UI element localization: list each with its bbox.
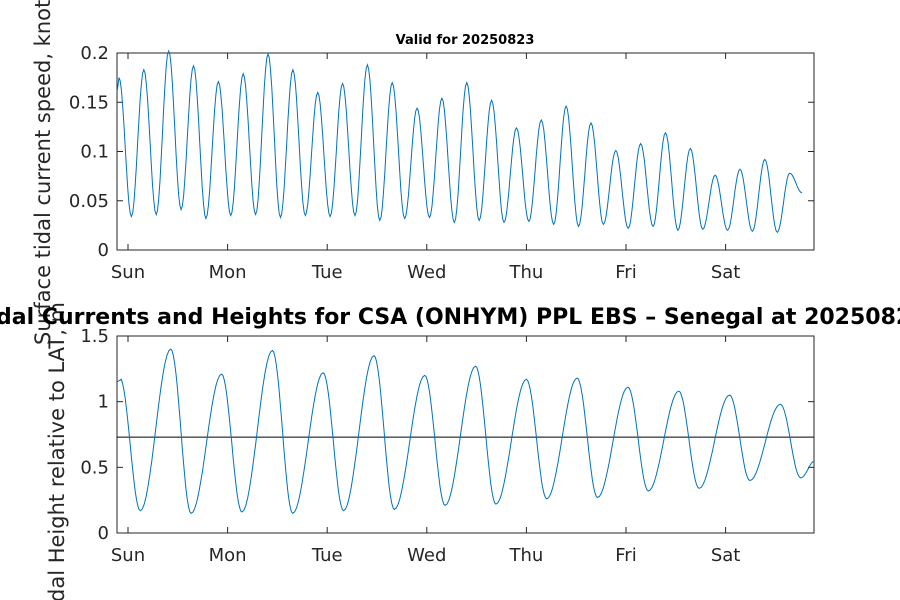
top-y-tick-label: 0.15 xyxy=(69,92,109,113)
top-y-tick-label: 0 xyxy=(98,240,109,261)
bottom-y-tick-label: 0 xyxy=(98,523,109,544)
top-chart-title: Valid for 20250823 xyxy=(396,33,535,48)
top-x-tick-label: Fri xyxy=(615,262,636,283)
top-x-tick-label: Mon xyxy=(209,262,247,283)
bottom-x-tick-label: Mon xyxy=(209,545,247,566)
current-speed-line xyxy=(116,49,803,234)
current-speed-plot-area xyxy=(116,52,815,251)
bottom-x-tick-label: Thu xyxy=(508,545,543,566)
bottom-x-tick-label: Sun xyxy=(111,545,145,566)
top-x-tick-label: Tue xyxy=(311,262,343,283)
top-y-axis-label: Surface tidal current speed, knots xyxy=(31,0,55,345)
current-speed-panel: Valid for 20250823 0 0.05 0.1 0.15 0.2 Sun Mo… xyxy=(31,0,815,345)
bottom-y-tick-label: 1.5 xyxy=(80,326,109,347)
bottom-x-tick-label: Tue xyxy=(311,545,343,566)
tidal-height-panel: 0 0.5 1 1.5 Sun Mon Tue Wed Thu Fri Sat Tidal Hei… xyxy=(45,302,815,600)
top-x-tick-label: Sun xyxy=(111,262,145,283)
top-y-tick-label: 0.05 xyxy=(69,191,109,212)
main-chart-title: Tidal Currents and Heights for CSA (ONHY… xyxy=(0,305,900,330)
top-x-tick-label: Sat xyxy=(711,262,741,283)
top-x-tick-label: Thu xyxy=(508,262,543,283)
bottom-x-tick-label: Wed xyxy=(407,545,446,566)
tidal-height-line xyxy=(116,348,814,514)
top-y-tick-label: 0.2 xyxy=(80,43,109,64)
bottom-x-tick-label: Fri xyxy=(615,545,636,566)
top-x-tick-label: Wed xyxy=(407,262,446,283)
bottom-y-axis-label: Tidal Height relative to LAT, m xyxy=(45,302,69,600)
bottom-y-tick-label: 0.5 xyxy=(80,457,109,478)
top-y-tick-label: 0.1 xyxy=(80,142,109,163)
tidal-height-plot-area xyxy=(116,335,815,534)
bottom-y-tick-label: 1 xyxy=(98,392,109,413)
bottom-x-tick-label: Sat xyxy=(711,545,741,566)
